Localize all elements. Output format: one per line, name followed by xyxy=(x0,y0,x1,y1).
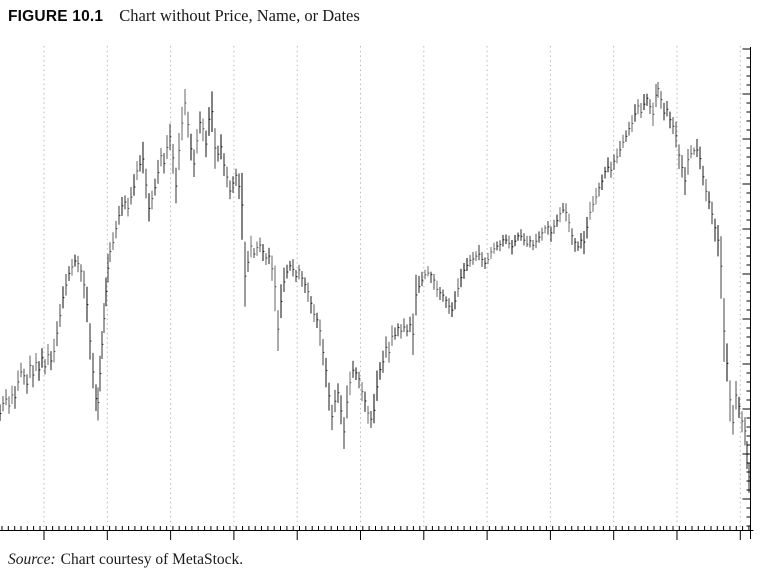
chart-svg xyxy=(0,46,754,540)
y-axis xyxy=(742,47,751,539)
price-chart xyxy=(0,45,768,545)
source-text: Chart courtesy of MetaStock. xyxy=(60,551,244,568)
source-prefix: Source: xyxy=(8,551,56,568)
gridlines xyxy=(43,46,741,530)
x-axis xyxy=(0,526,754,540)
figure-label: FIGURE 10.1 xyxy=(8,8,104,25)
price-bars xyxy=(0,81,751,493)
figure-caption: Chart without Price, Name, or Dates xyxy=(119,6,360,25)
source-line: Source: Chart courtesy of MetaStock. xyxy=(8,551,243,569)
figure-heading: FIGURE 10.1 Chart without Price, Name, or… xyxy=(8,6,360,26)
